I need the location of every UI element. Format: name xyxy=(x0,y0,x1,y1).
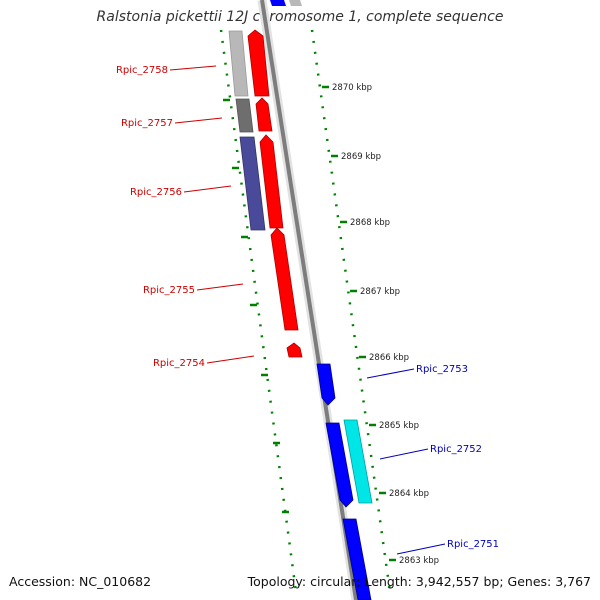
feature-top-gray xyxy=(289,0,302,6)
gene-arrow-partial-top[interactable] xyxy=(270,0,286,6)
gene-labels: Rpic_2758 Rpic_2757 Rpic_2756 Rpic_2755 Rpic… xyxy=(116,65,499,555)
kbp-label: 2870 kbp xyxy=(332,83,372,93)
kbp-label: 2864 kbp xyxy=(389,489,429,499)
gene-leader-line xyxy=(196,283,244,291)
feature-cyan xyxy=(343,419,373,504)
kbp-label: 2863 kbp xyxy=(399,556,439,566)
gene-arrow-Rpic_2752[interactable] xyxy=(325,422,354,508)
feature-track-gray xyxy=(228,30,249,97)
gene-arrow-Rpic_2756[interactable] xyxy=(259,134,284,229)
gene-label[interactable]: Rpic_2756 xyxy=(130,187,182,198)
gene-arrow-Rpic_2757[interactable] xyxy=(255,97,273,132)
feature-track-navy xyxy=(239,136,266,231)
gene-label[interactable]: Rpic_2751 xyxy=(447,539,499,550)
gene-leader-line xyxy=(183,185,232,193)
summary-text: Topology: circular; Length: 3,942,557 bp… xyxy=(247,574,591,589)
gene-label[interactable]: Rpic_2758 xyxy=(116,65,168,76)
gene-leader-line xyxy=(396,543,446,555)
kbp-label: 2869 kbp xyxy=(341,152,381,162)
gene-arrow-Rpic_2755[interactable] xyxy=(270,227,299,331)
kbp-label: 2868 kbp xyxy=(350,218,390,228)
gene-leader-line xyxy=(174,117,223,124)
feature-track-dark xyxy=(235,98,254,133)
gene-leader-line xyxy=(169,65,217,71)
kbp-label: 2866 kbp xyxy=(369,353,409,363)
inner-major-ticks xyxy=(223,98,289,514)
kbp-ruler: 2870 kbp 2869 kbp 2868 kbp 2867 kbp 2866 kbp… xyxy=(322,83,439,566)
gene-label[interactable]: Rpic_2752 xyxy=(430,444,482,455)
gene-arrow-Rpic_2753[interactable] xyxy=(316,363,336,406)
gene-arrow-Rpic_2751[interactable] xyxy=(342,518,372,600)
gene-arrow-Rpic_2754[interactable] xyxy=(286,342,303,358)
map-title: Ralstonia pickettii 12J chromosome 1, co… xyxy=(96,9,504,25)
kbp-label: 2865 kbp xyxy=(379,421,419,431)
forward-gene-track xyxy=(247,29,303,358)
kbp-label: 2867 kbp xyxy=(360,287,400,297)
gene-leader-line xyxy=(366,368,415,379)
gene-label[interactable]: Rpic_2755 xyxy=(143,285,195,296)
gene-leader-line xyxy=(379,448,429,460)
gene-leader-line xyxy=(206,355,255,364)
reverse-gene-track xyxy=(316,363,373,600)
gene-arrow-Rpic_2758[interactable] xyxy=(247,29,270,97)
gene-label[interactable]: Rpic_2753 xyxy=(416,364,468,375)
gene-label[interactable]: Rpic_2757 xyxy=(121,118,173,129)
gene-label[interactable]: Rpic_2754 xyxy=(153,358,205,369)
accession-text: Accession: NC_010682 xyxy=(9,574,152,589)
outer-tick-rail xyxy=(310,29,392,593)
